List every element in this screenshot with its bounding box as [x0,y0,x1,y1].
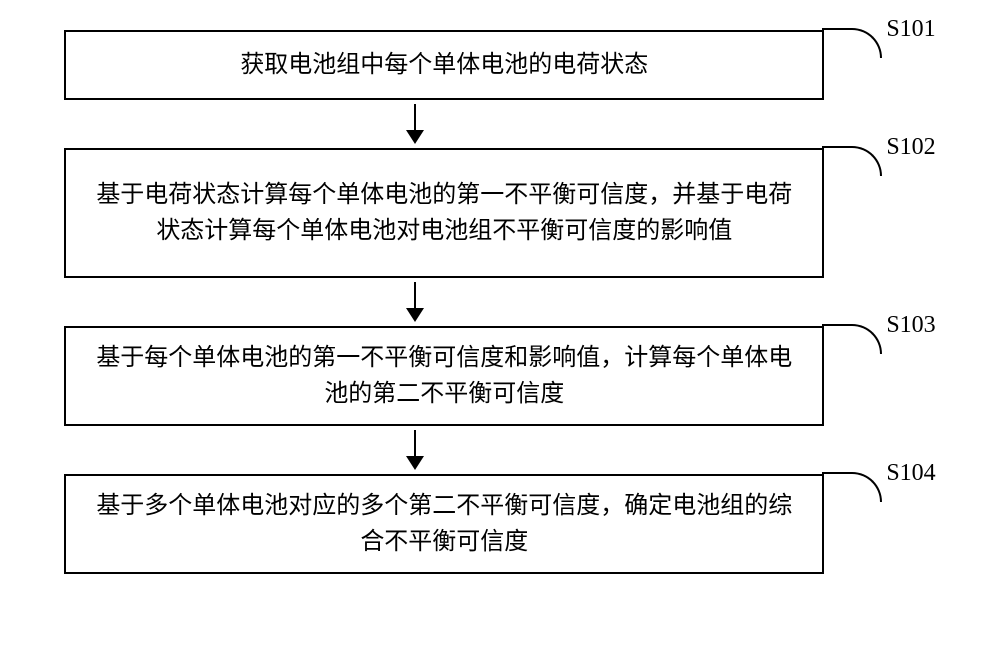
step-wrapper-1: 获取电池组中每个单体电池的电荷状态 S101 [40,30,960,100]
arrow-3 [406,430,424,470]
arrow-1 [406,104,424,144]
step-wrapper-2: 基于电荷状态计算每个单体电池的第一不平衡可信度，并基于电荷状态计算每个单体电池对… [40,148,960,278]
step-box-3: 基于每个单体电池的第一不平衡可信度和影响值，计算每个单体电池的第二不平衡可信度 [64,326,824,426]
step-wrapper-3: 基于每个单体电池的第一不平衡可信度和影响值，计算每个单体电池的第二不平衡可信度 … [40,326,960,426]
step-text-4: 基于多个单体电池对应的多个第二不平衡可信度，确定电池组的综合不平衡可信度 [86,488,802,560]
step-label-2: S102 [886,134,935,161]
step-wrapper-4: 基于多个单体电池对应的多个第二不平衡可信度，确定电池组的综合不平衡可信度 S10… [40,474,960,574]
label-connector-4 [822,472,882,502]
label-connector-1 [822,28,882,58]
label-connector-2 [822,146,882,176]
step-label-4: S104 [886,460,935,487]
flowchart-container: 获取电池组中每个单体电池的电荷状态 S101 基于电荷状态计算每个单体电池的第一… [40,30,960,574]
label-group-1: S101 [824,30,935,58]
step-text-2: 基于电荷状态计算每个单体电池的第一不平衡可信度，并基于电荷状态计算每个单体电池对… [86,177,802,249]
label-connector-3 [822,324,882,354]
step-label-3: S103 [886,312,935,339]
step-label-1: S101 [886,16,935,43]
label-group-3: S103 [824,326,935,354]
step-text-1: 获取电池组中每个单体电池的电荷状态 [240,47,648,83]
step-box-2: 基于电荷状态计算每个单体电池的第一不平衡可信度，并基于电荷状态计算每个单体电池对… [64,148,824,278]
step-box-1: 获取电池组中每个单体电池的电荷状态 [64,30,824,100]
arrow-2 [406,282,424,322]
label-group-4: S104 [824,474,935,502]
label-group-2: S102 [824,148,935,176]
step-box-4: 基于多个单体电池对应的多个第二不平衡可信度，确定电池组的综合不平衡可信度 [64,474,824,574]
step-text-3: 基于每个单体电池的第一不平衡可信度和影响值，计算每个单体电池的第二不平衡可信度 [86,340,802,412]
